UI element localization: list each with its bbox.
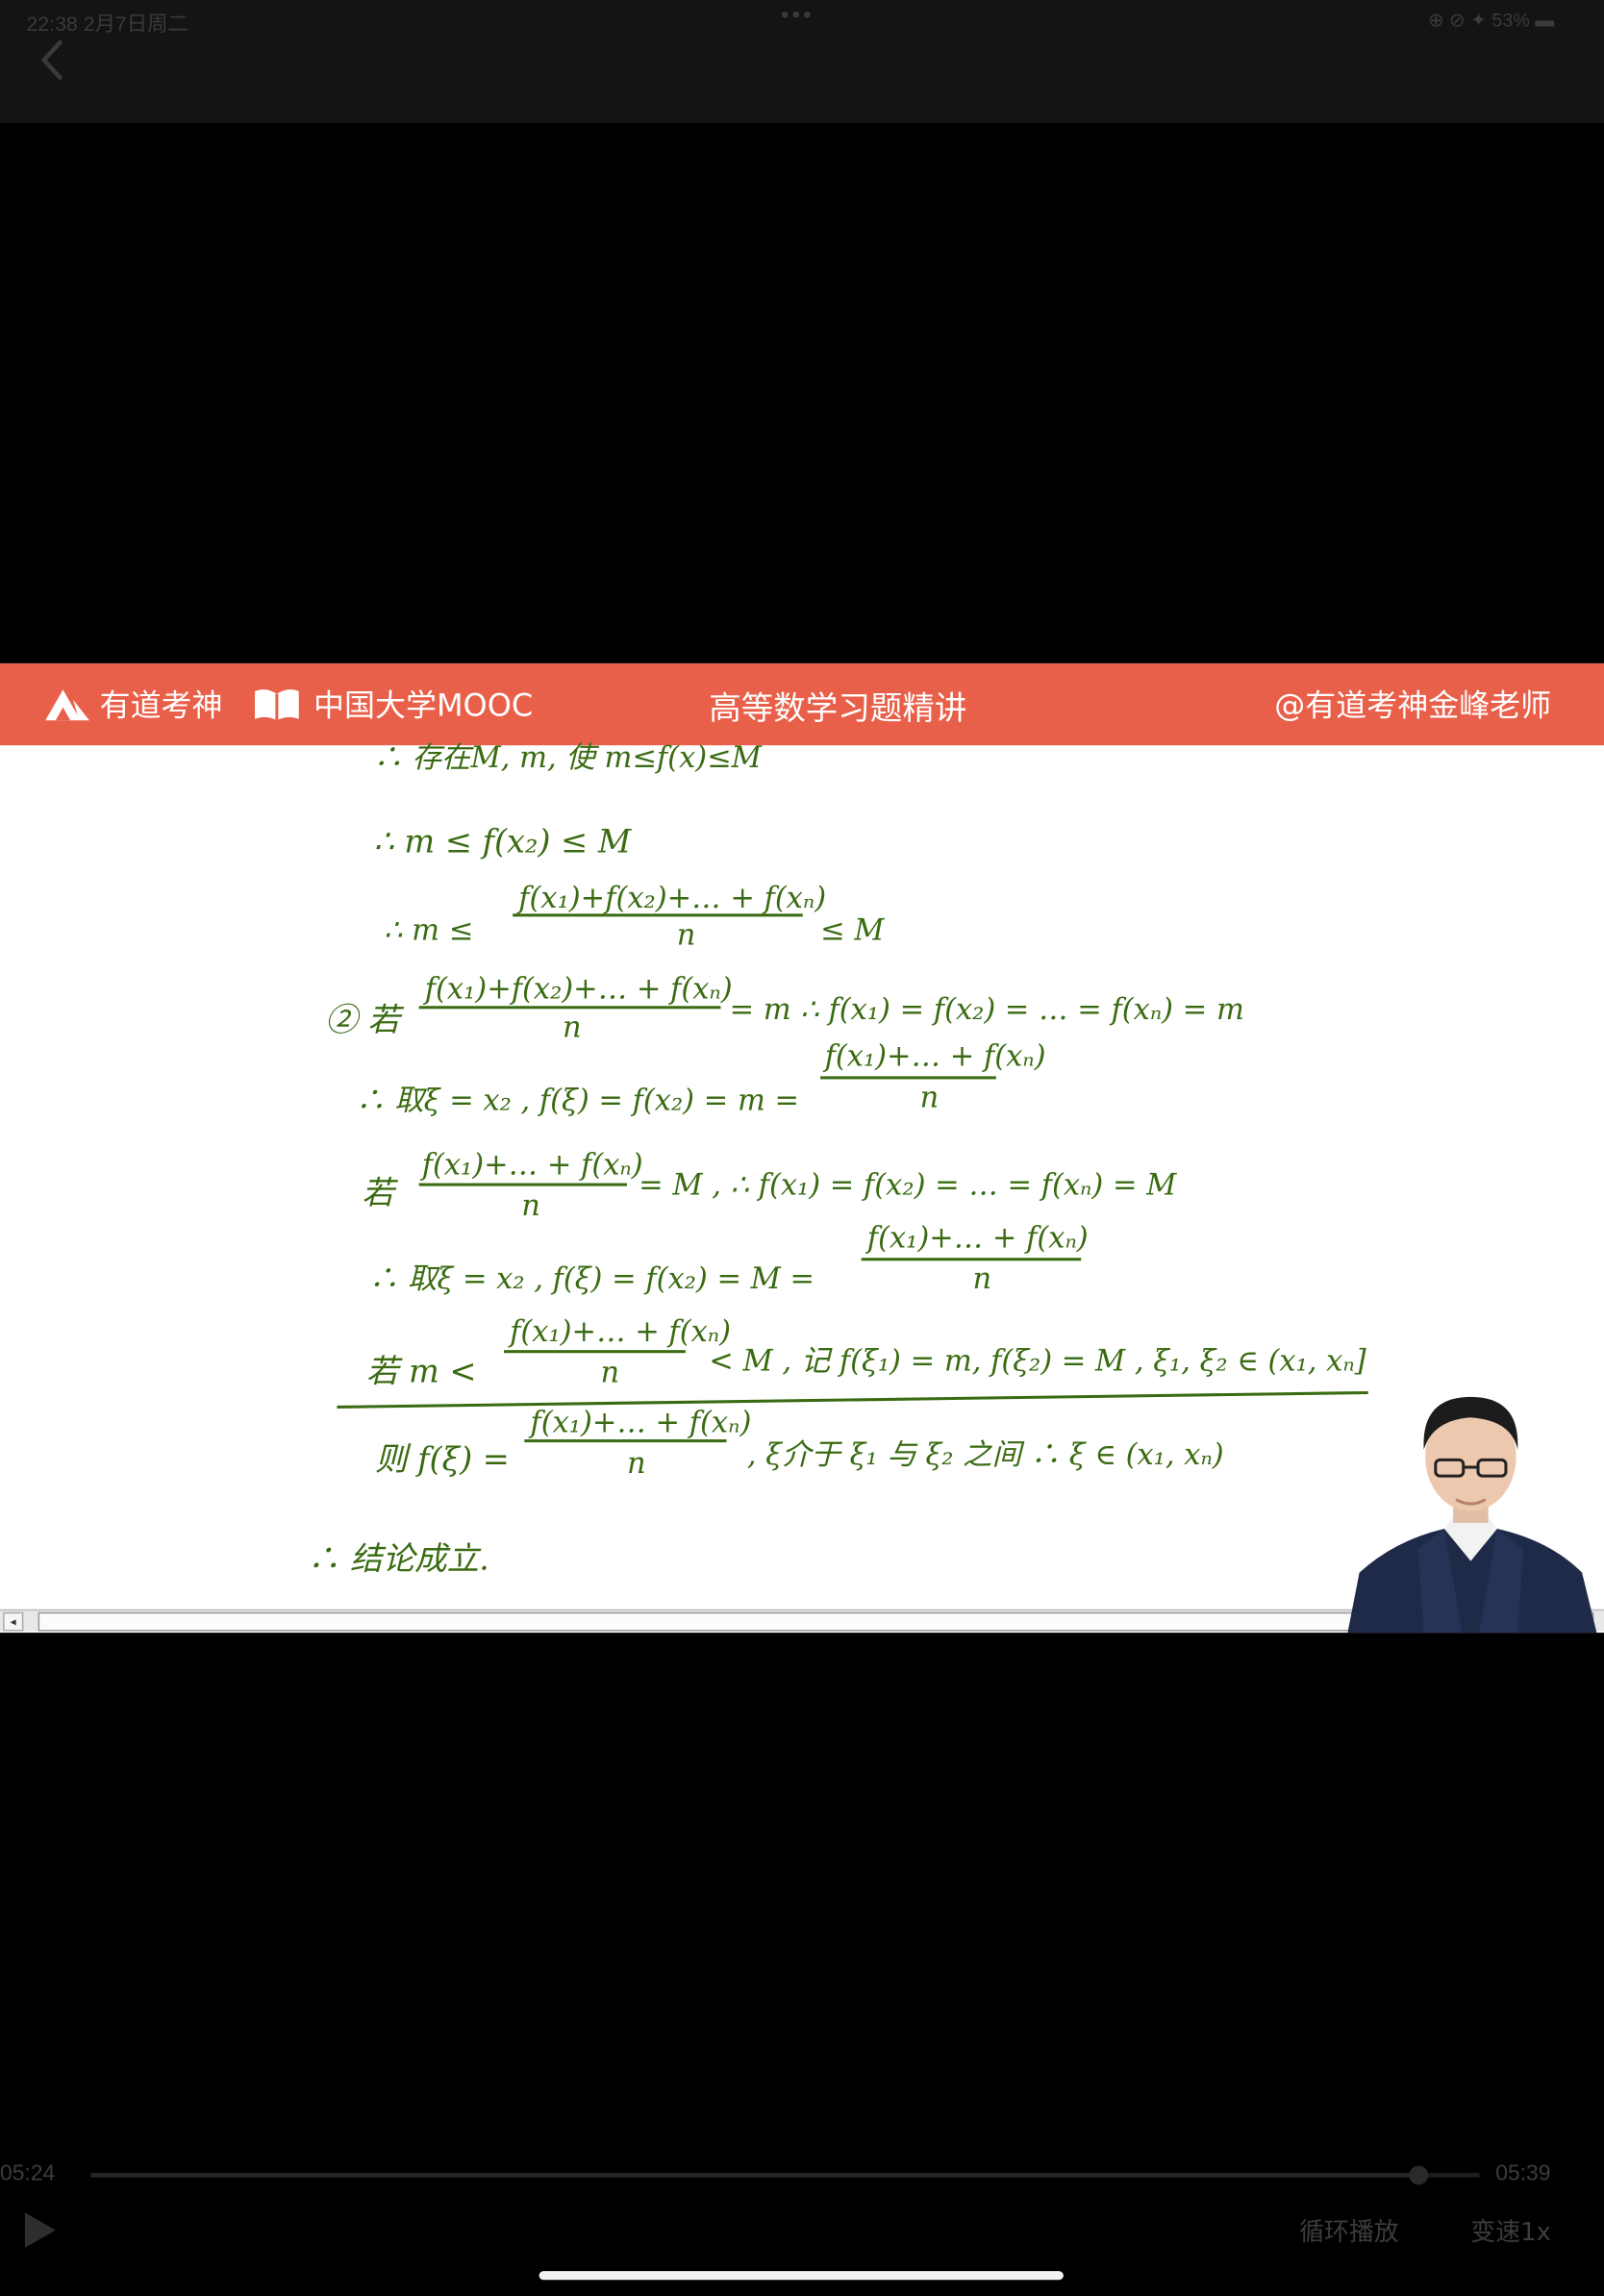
current-time: 05:24 [0, 2160, 56, 2186]
status-bar: 22:38 2月7日周二 ••• ⊕ ⊘ ✦ 53% ▬ [0, 0, 1604, 123]
fraction-denominator: n [626, 1445, 646, 1481]
board-scrollbar[interactable]: ◂ [0, 1609, 1604, 1632]
teacher-portrait [1347, 1396, 1597, 1634]
status-indicators: ⊕ ⊘ ✦ 53% ▬ [1427, 9, 1555, 31]
youdao-logo-icon [45, 689, 89, 721]
fraction-denominator: n [676, 916, 696, 952]
fraction-denominator: n [600, 1354, 620, 1390]
board-line: 若 m < [365, 1354, 477, 1391]
whiteboard: ∴ 存在M, m, 使 m≤f(x)≤M ∴ m ≤ f(x₂) ≤ M ∴ m… [0, 739, 1604, 1610]
brand-youdao-text: 有道考神 [99, 687, 223, 724]
channel-handle: @有道考神金峰老师 [1274, 687, 1552, 724]
fraction-numerator: f(x₁)+… + f(xₙ) [530, 1404, 752, 1440]
back-icon[interactable] [33, 36, 77, 86]
total-time: 05:39 [1495, 2160, 1551, 2186]
loop-play-button[interactable]: 循环播放 [1299, 2218, 1399, 2248]
brand-mooc-text: 中国大学MOOC [313, 687, 534, 724]
speed-button[interactable]: 变速1x [1470, 2218, 1551, 2248]
fraction-bar [418, 1183, 627, 1186]
fraction-denominator: n [521, 1187, 540, 1223]
board-line: ≤ M [820, 911, 885, 948]
play-icon[interactable] [20, 2209, 59, 2251]
status-time: 22:38 2月7日周二 [26, 12, 188, 36]
fraction-denominator: n [972, 1260, 992, 1296]
board-line: = M , ∴ f(x₁) = f(x₂) = … = f(xₙ) = M [639, 1166, 1177, 1203]
course-title: 高等数学习题精讲 [709, 690, 967, 728]
divider-line [337, 1390, 1368, 1409]
fraction-bar [418, 1006, 721, 1010]
board-line: ∴ 取ξ = x₂ , f(ξ) = f(x₂) = M = [368, 1260, 815, 1296]
fraction-denominator: n [919, 1079, 940, 1114]
book-icon [255, 689, 299, 721]
course-banner: 有道考神 中国大学MOOC 高等数学习题精讲 @有道考神金峰老师 [0, 662, 1604, 746]
fraction-denominator: n [562, 1009, 582, 1044]
board-line: 若 [362, 1175, 394, 1213]
fraction-numerator: f(x₁)+f(x₂)+… + f(xₙ) [424, 970, 733, 1007]
fraction-bar [861, 1258, 1082, 1261]
fraction-numerator: f(x₁)+… + f(xₙ) [421, 1146, 643, 1183]
progress-fill [90, 2173, 1418, 2178]
fraction-bar [820, 1076, 996, 1080]
fraction-bar [504, 1350, 686, 1354]
progress-knob[interactable] [1409, 2165, 1429, 2185]
multitask-dots[interactable]: ••• [780, 3, 815, 28]
board-line: ∴ 存在M, m, 使 m≤f(x)≤M [373, 739, 762, 775]
board-line: = m ∴ f(x₁) = f(x₂) = … = f(xₙ) = m [729, 991, 1244, 1027]
fraction-numerator: f(x₁)+f(x₂)+… + f(xₙ) [518, 880, 827, 915]
board-line: 则 f(ξ) = [374, 1442, 510, 1480]
fraction-bar [513, 913, 803, 917]
home-indicator[interactable] [539, 2271, 1064, 2281]
progress-track[interactable] [90, 2165, 1480, 2185]
board-line: ∴ m ≤ [384, 911, 474, 948]
board-line: ② 若 [325, 1003, 400, 1040]
fraction-bar [524, 1439, 727, 1443]
fraction-numerator: f(x₁)+… + f(xₙ) [824, 1037, 1046, 1074]
video-frame[interactable]: 有道考神 中国大学MOOC 高等数学习题精讲 @有道考神金峰老师 ∴ 存在M, … [0, 662, 1604, 1634]
brand-youdao: 有道考神 [41, 683, 223, 727]
board-line: ∴ m ≤ f(x₂) ≤ M [373, 824, 632, 861]
brand-mooc: 中国大学MOOC [252, 683, 533, 727]
board-line: ∴ 结论成立. [307, 1541, 489, 1579]
board-line: ∴ 取ξ = x₂ , f(ξ) = f(x₂) = m = [356, 1082, 800, 1118]
scroll-left-button[interactable]: ◂ [3, 1611, 24, 1632]
fraction-numerator: f(x₁)+… + f(xₙ) [866, 1219, 1089, 1256]
fraction-numerator: f(x₁)+… + f(xₙ) [510, 1313, 732, 1349]
board-line: < M , 记 f(ξ₁) = m, f(ξ₂) = M , ξ₁, ξ₂ ∈ … [709, 1342, 1366, 1379]
board-line: , ξ介于 ξ₁ 与 ξ₂ 之间 ∴ ξ ∈ (x₁, xₙ) [746, 1436, 1224, 1472]
